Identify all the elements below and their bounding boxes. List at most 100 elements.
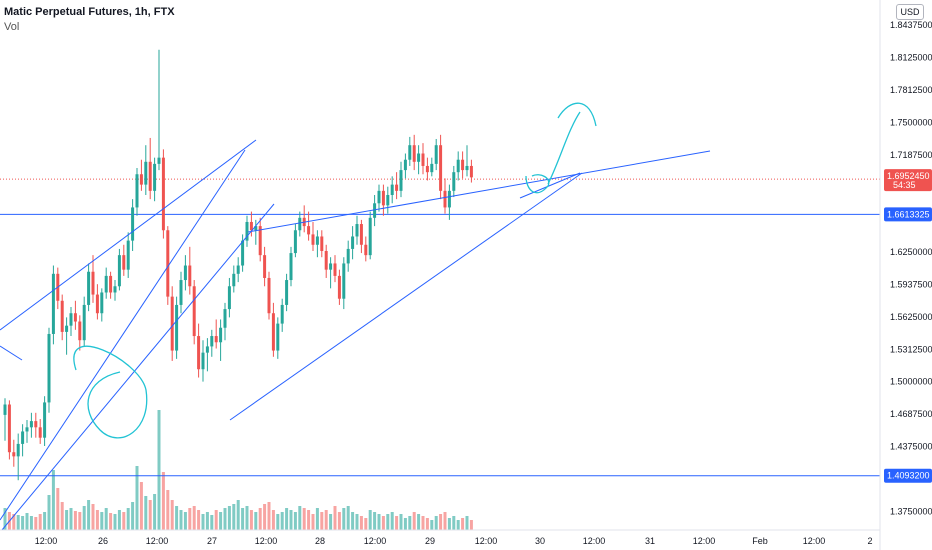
trend-line[interactable] bbox=[1, 203, 275, 531]
currency-button[interactable]: USD bbox=[896, 4, 924, 20]
volume-bar bbox=[60, 502, 64, 530]
symbol-title: Matic Perpetual Futures, 1h, FTX bbox=[4, 6, 175, 18]
x-tick-label: 30 bbox=[535, 536, 545, 546]
volume-bar bbox=[324, 510, 328, 530]
volume-bar bbox=[311, 514, 315, 530]
candle-body bbox=[122, 255, 126, 270]
candle-body bbox=[148, 161, 152, 191]
hand-drawn-annotation[interactable] bbox=[547, 111, 581, 185]
volume-bar bbox=[289, 510, 293, 530]
x-tick-label: 12:00 bbox=[35, 536, 58, 546]
volume-bar bbox=[197, 510, 201, 530]
candle-body bbox=[69, 313, 73, 326]
volume-bar bbox=[179, 510, 183, 530]
x-tick-label: 2 bbox=[867, 536, 872, 546]
candle-body bbox=[461, 159, 465, 171]
x-tick-label: 29 bbox=[425, 536, 435, 546]
candle-body bbox=[412, 145, 416, 162]
candle-body bbox=[298, 217, 302, 231]
price-badge[interactable] bbox=[884, 207, 932, 222]
volume-bar bbox=[170, 500, 174, 530]
candle-body bbox=[337, 275, 341, 299]
candle-body bbox=[60, 300, 64, 332]
y-tick-label: 1.7187500 bbox=[890, 150, 932, 160]
volume-bar bbox=[434, 516, 438, 530]
candle-body bbox=[188, 265, 192, 287]
volume-bar bbox=[355, 514, 359, 530]
volume-bar bbox=[183, 512, 187, 530]
hand-drawn-annotation[interactable] bbox=[73, 345, 148, 439]
candle-body bbox=[320, 236, 324, 251]
x-tick-label: 12:00 bbox=[803, 536, 826, 546]
candle-body bbox=[390, 184, 394, 195]
volume-bar bbox=[408, 516, 412, 530]
volume-bar bbox=[29, 516, 33, 530]
volume-bar bbox=[425, 518, 429, 530]
volume-bar bbox=[188, 508, 192, 530]
candle-body bbox=[157, 157, 161, 164]
trend-line[interactable] bbox=[247, 150, 711, 233]
candle-body bbox=[241, 240, 245, 266]
volume-bar bbox=[412, 512, 416, 530]
volume-bar bbox=[135, 466, 139, 530]
candle-body bbox=[82, 304, 86, 341]
candle-body bbox=[65, 325, 69, 332]
candle-body bbox=[117, 255, 121, 287]
volume-bar bbox=[214, 510, 218, 530]
candle-body bbox=[236, 265, 240, 274]
trend-line[interactable] bbox=[229, 172, 583, 421]
x-tick-label: Feb bbox=[752, 536, 768, 546]
x-tick-label: 12:00 bbox=[146, 536, 169, 546]
volume-bar bbox=[157, 410, 161, 530]
trend-line[interactable] bbox=[519, 172, 581, 199]
trend-line[interactable] bbox=[0, 139, 257, 331]
trend-line[interactable] bbox=[0, 149, 246, 521]
volume-bar bbox=[368, 510, 372, 530]
candle-body bbox=[170, 296, 174, 351]
x-tick-label: 26 bbox=[98, 536, 108, 546]
current-price-label: 1.6952450 bbox=[887, 171, 930, 181]
volume-bar bbox=[219, 512, 223, 530]
candle-body bbox=[351, 236, 355, 249]
candle-body bbox=[342, 263, 346, 299]
hand-drawn-annotation[interactable] bbox=[525, 174, 550, 194]
x-tick-label: 27 bbox=[207, 536, 217, 546]
volume-bar bbox=[364, 518, 368, 530]
price-badge[interactable] bbox=[884, 468, 932, 483]
candle-body bbox=[359, 224, 363, 245]
candle-body bbox=[21, 431, 25, 444]
candle-body bbox=[73, 313, 77, 322]
candle-body bbox=[267, 277, 271, 314]
candle-body bbox=[377, 190, 381, 204]
volume-bar bbox=[245, 506, 249, 530]
volume-bar bbox=[461, 518, 465, 530]
candle-body bbox=[263, 255, 267, 278]
candle-body bbox=[465, 165, 469, 171]
y-tick-label: 1.5312500 bbox=[890, 344, 932, 354]
candle-body bbox=[381, 190, 385, 206]
volume-bar bbox=[359, 516, 363, 530]
candle-body bbox=[285, 280, 289, 305]
volume-bar bbox=[315, 508, 319, 530]
x-tick-label: 12:00 bbox=[364, 536, 387, 546]
candle-body bbox=[408, 145, 412, 160]
volume-bar bbox=[139, 482, 143, 530]
x-tick-label: 12:00 bbox=[475, 536, 498, 546]
hand-drawn-annotation[interactable] bbox=[557, 102, 597, 127]
volume-bar bbox=[3, 508, 7, 530]
candle-body bbox=[201, 352, 205, 370]
y-tick-label: 1.7500000 bbox=[890, 117, 932, 127]
candle-body bbox=[144, 161, 148, 185]
candle-body bbox=[91, 271, 95, 295]
volume-bar bbox=[69, 508, 73, 530]
volume-bar bbox=[47, 495, 51, 530]
candle-body bbox=[179, 280, 183, 305]
volume-bar bbox=[104, 508, 108, 530]
candle-body bbox=[214, 336, 218, 343]
candle-body bbox=[100, 292, 104, 314]
volume-bar bbox=[276, 514, 280, 530]
y-tick-label: 1.8437500 bbox=[890, 20, 932, 30]
trend-line[interactable] bbox=[0, 345, 23, 361]
